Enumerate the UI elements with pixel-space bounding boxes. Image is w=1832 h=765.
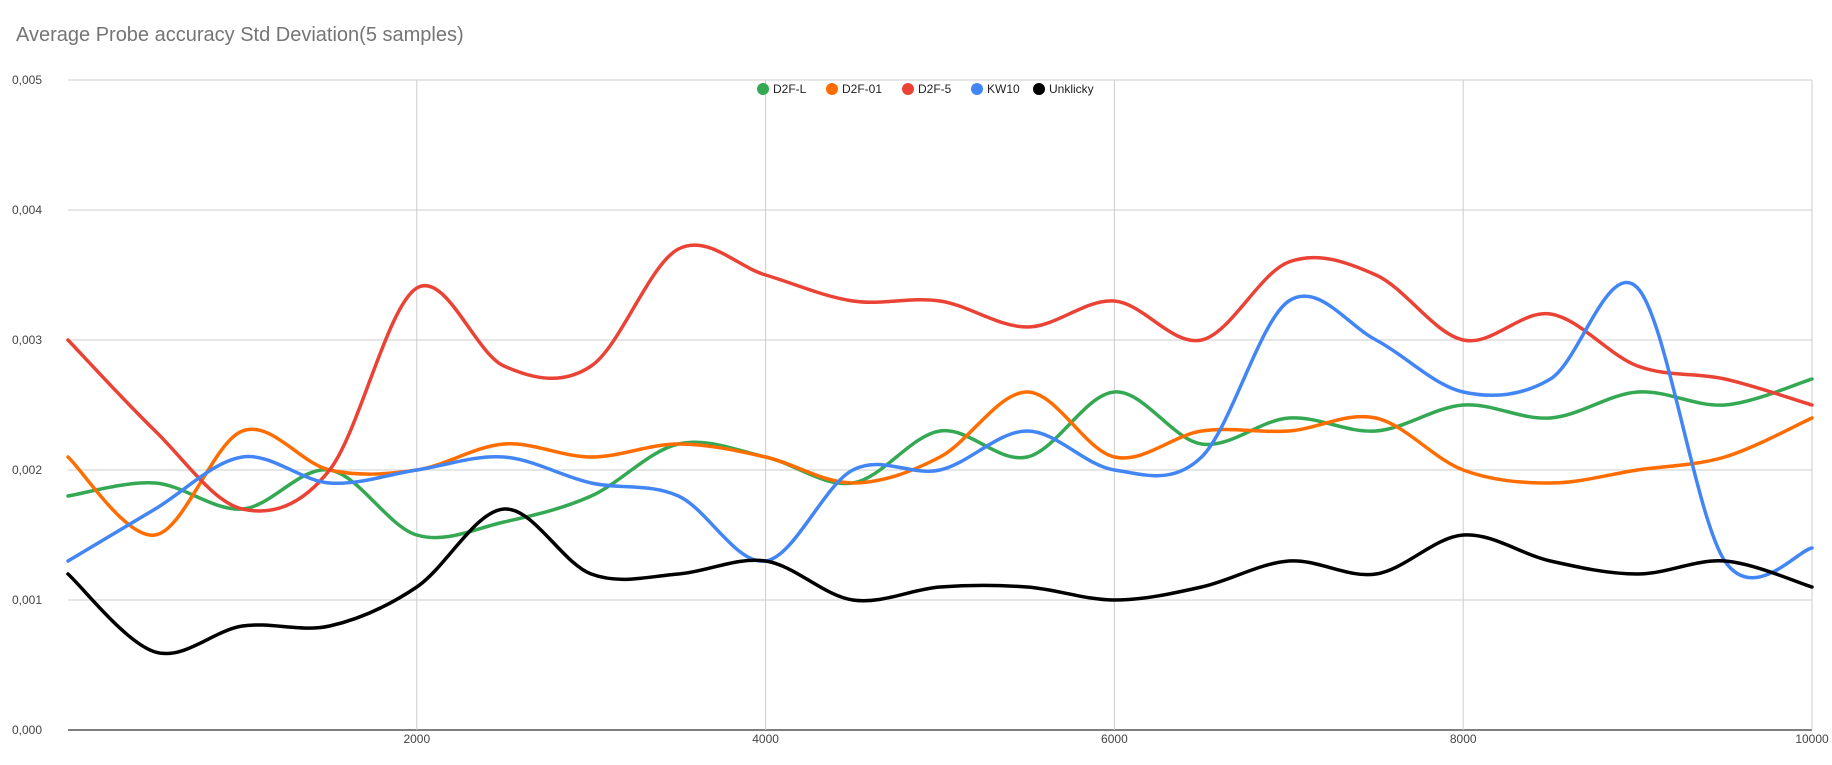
y-axis-ticks: 0,000 0,001 0,002 0,003 0,004 0,005 [12, 73, 42, 737]
y-tick-label: 0,003 [12, 333, 42, 347]
legend-marker-d2f-l [757, 83, 769, 95]
x-tick-label: 6000 [1101, 732, 1128, 746]
legend-label-d2f-l: D2F-L [773, 82, 807, 96]
legend-label-d2f-5: D2F-5 [918, 82, 952, 96]
x-tick-label: 8000 [1450, 732, 1477, 746]
series-line-d2f-5 [66, 243, 1814, 513]
x-tick-label: 10000 [1795, 732, 1829, 746]
series-line-kw10 [66, 280, 1814, 580]
legend-label-unklicky: Unklicky [1049, 82, 1094, 96]
series-line-d2f-l [66, 377, 1814, 540]
x-tick-label: 4000 [752, 732, 779, 746]
legend: D2F-L D2F-01 D2F-5 KW10 Unklicky [757, 82, 1094, 96]
legend-marker-unklicky [1033, 83, 1045, 95]
legend-marker-kw10 [971, 83, 983, 95]
gridlines [68, 79, 1813, 731]
legend-label-kw10: KW10 [987, 82, 1020, 96]
series-lines [66, 243, 1814, 656]
y-tick-label: 0,005 [12, 73, 42, 87]
series-line-unklicky [66, 507, 1814, 656]
chart-title: Average Probe accuracy Std Deviation(5 s… [16, 24, 464, 46]
x-tick-label: 2000 [403, 732, 430, 746]
y-tick-label: 0,001 [12, 593, 42, 607]
x-axis-ticks: 2000 4000 6000 8000 10000 [403, 732, 1829, 746]
series-line-d2f-01 [66, 390, 1814, 537]
y-tick-label: 0,004 [12, 203, 42, 217]
y-tick-label: 0,000 [12, 723, 42, 737]
legend-marker-d2f-5 [902, 83, 914, 95]
y-tick-label: 0,002 [12, 463, 42, 477]
legend-label-d2f-01: D2F-01 [842, 82, 882, 96]
legend-marker-d2f-01 [826, 83, 838, 95]
